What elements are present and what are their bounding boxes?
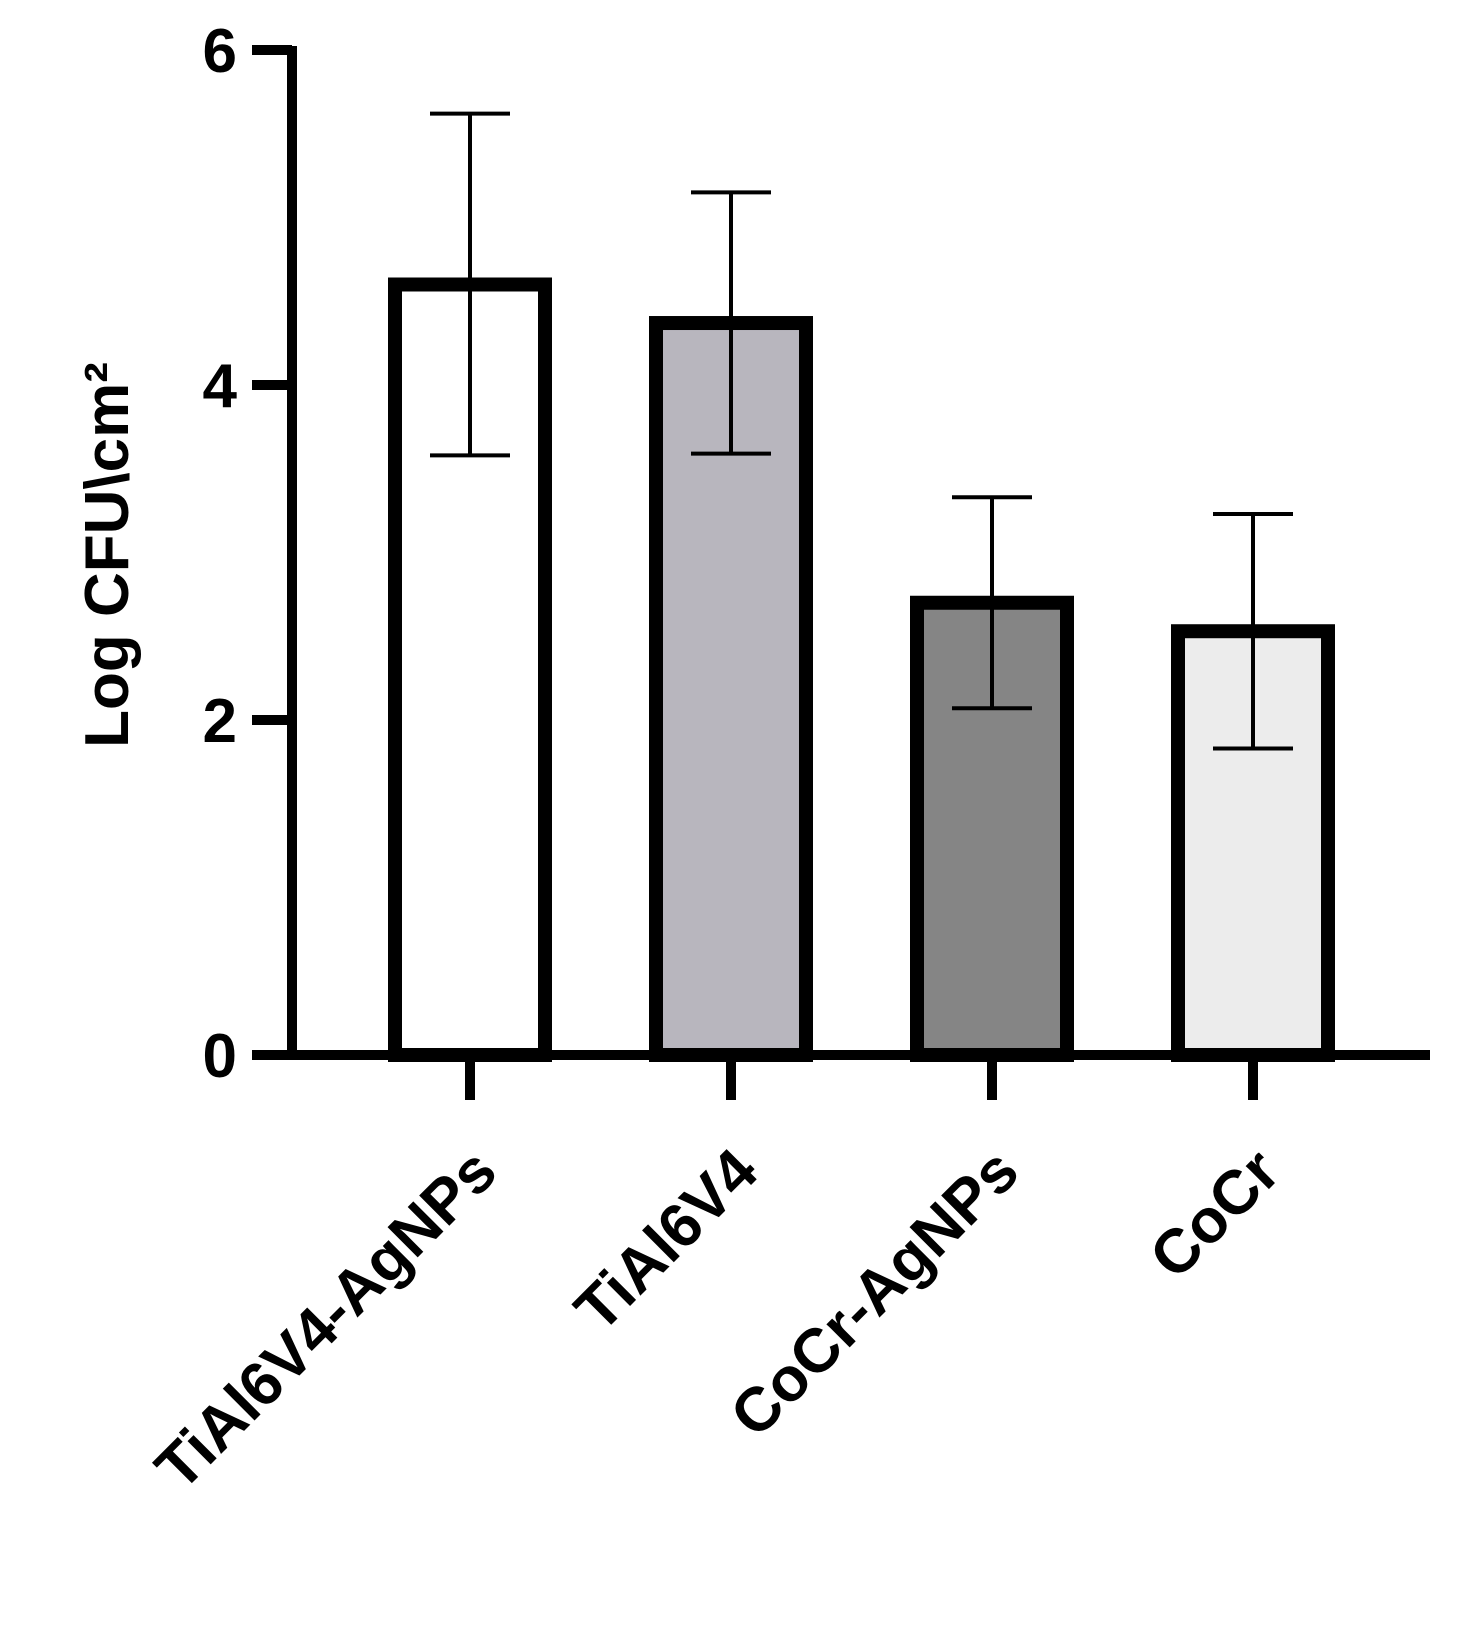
bar	[910, 595, 1074, 1062]
x-tick-label: CoCr	[1137, 1136, 1293, 1292]
y-axis-label: Log CFU\cm²	[73, 362, 142, 748]
y-tick-label: 6	[203, 17, 237, 86]
x-tick-label: TiAl6V4-AgNPs	[143, 1136, 510, 1503]
y-tick-label: 2	[203, 687, 237, 756]
x-tick-label: TiAl6V4	[562, 1136, 771, 1345]
y-tick-label: 4	[203, 352, 238, 421]
y-tick-label: 0	[203, 1022, 237, 1091]
